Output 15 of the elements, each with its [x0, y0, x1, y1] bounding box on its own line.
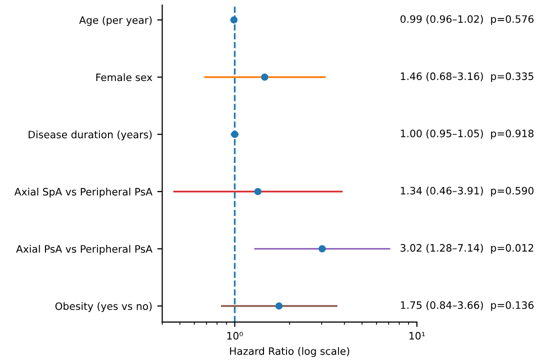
annotation: 0.99 (0.96–1.02) p=0.576	[400, 15, 534, 25]
y-tick-label: Axial SpA vs Peripheral PsA	[14, 188, 152, 198]
y-tick-label: Disease duration (years)	[28, 130, 152, 140]
annotation: 1.46 (0.68–3.16) p=0.335	[400, 72, 534, 82]
annotation: 1.34 (0.46–3.91) p=0.590	[400, 186, 534, 196]
annotation: 3.02 (1.28–7.14) p=0.012	[400, 244, 534, 254]
y-tick-label: Female sex	[96, 73, 152, 82]
y-tick-label: Axial PsA vs Peripheral PsA	[16, 244, 152, 255]
y-tick-label: Obesity (yes vs no)	[55, 302, 152, 312]
y-tick-label: Age (per year)	[79, 16, 152, 26]
annotation: 1.75 (0.84–3.66) p=0.136	[400, 301, 534, 311]
x-tick-label: 10⁰	[227, 332, 243, 340]
x-tick-label: 10¹	[410, 332, 425, 340]
x-axis-title: Hazard Ratio (log scale)	[230, 347, 350, 357]
annotation: 1.00 (0.95–1.05) p=0.918	[400, 129, 534, 140]
